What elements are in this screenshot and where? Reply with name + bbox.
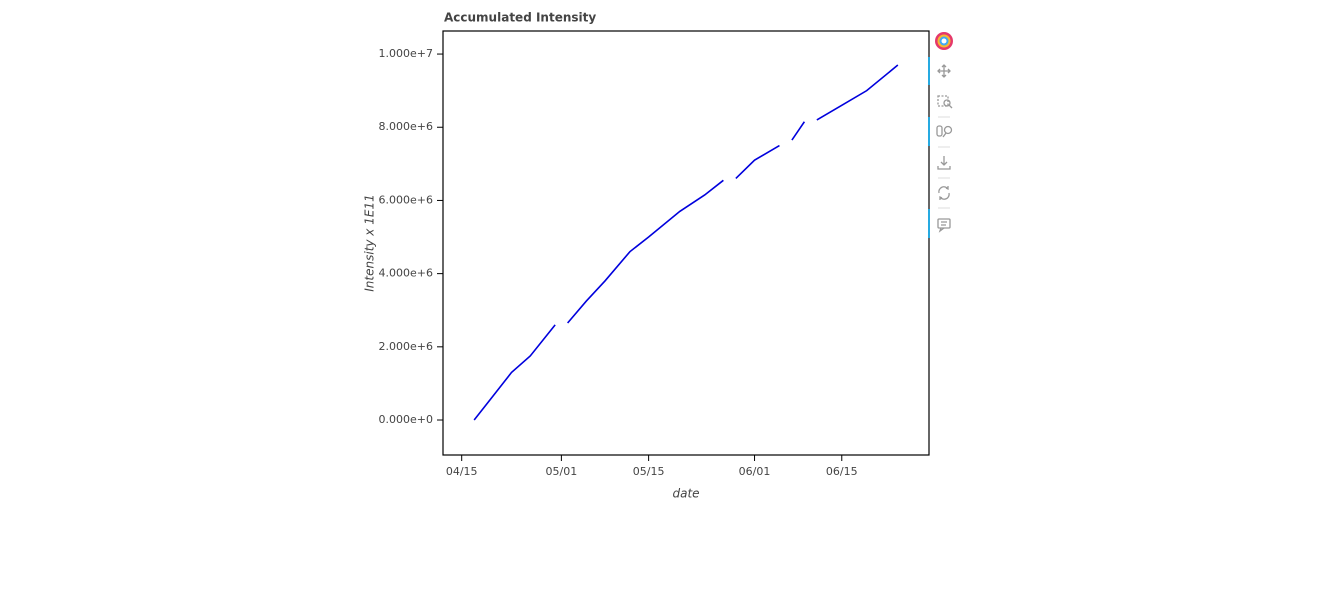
plot-frame xyxy=(442,30,930,456)
active-indicator xyxy=(928,57,930,85)
y-tick-label: 4.000e+6 xyxy=(379,267,433,280)
x-axis-label: date xyxy=(672,487,699,501)
data-line xyxy=(473,64,899,421)
pan-tool[interactable] xyxy=(937,64,951,78)
y-tick-label: 1.000e+7 xyxy=(379,47,433,60)
x-tick-label: 06/01 xyxy=(739,465,771,478)
save-tool[interactable] xyxy=(937,156,951,170)
bokeh-logo[interactable] xyxy=(935,32,953,50)
y-tick-label: 8.000e+6 xyxy=(379,120,433,133)
active-indicator xyxy=(928,117,930,146)
hover-tool[interactable] xyxy=(937,218,951,233)
y-tick-label: 2.000e+6 xyxy=(379,340,433,353)
wheel-zoom-tool[interactable] xyxy=(936,125,953,138)
chart-title: Accumulated Intensity xyxy=(444,11,596,25)
y-tick-label: 6.000e+6 xyxy=(379,193,433,206)
x-tick-label: 05/01 xyxy=(546,465,578,478)
toolbar xyxy=(928,32,953,238)
active-indicator xyxy=(928,209,930,238)
x-tick-label: 04/15 xyxy=(446,465,478,478)
x-tick-label: 06/15 xyxy=(826,465,858,478)
y-tick-label: 0.000e+0 xyxy=(379,413,433,426)
y-axis-label: Intensity x 1E11 xyxy=(363,194,377,291)
reset-tool[interactable] xyxy=(938,186,950,200)
box-zoom-tool[interactable] xyxy=(937,95,953,109)
x-tick-label: 05/15 xyxy=(633,465,665,478)
